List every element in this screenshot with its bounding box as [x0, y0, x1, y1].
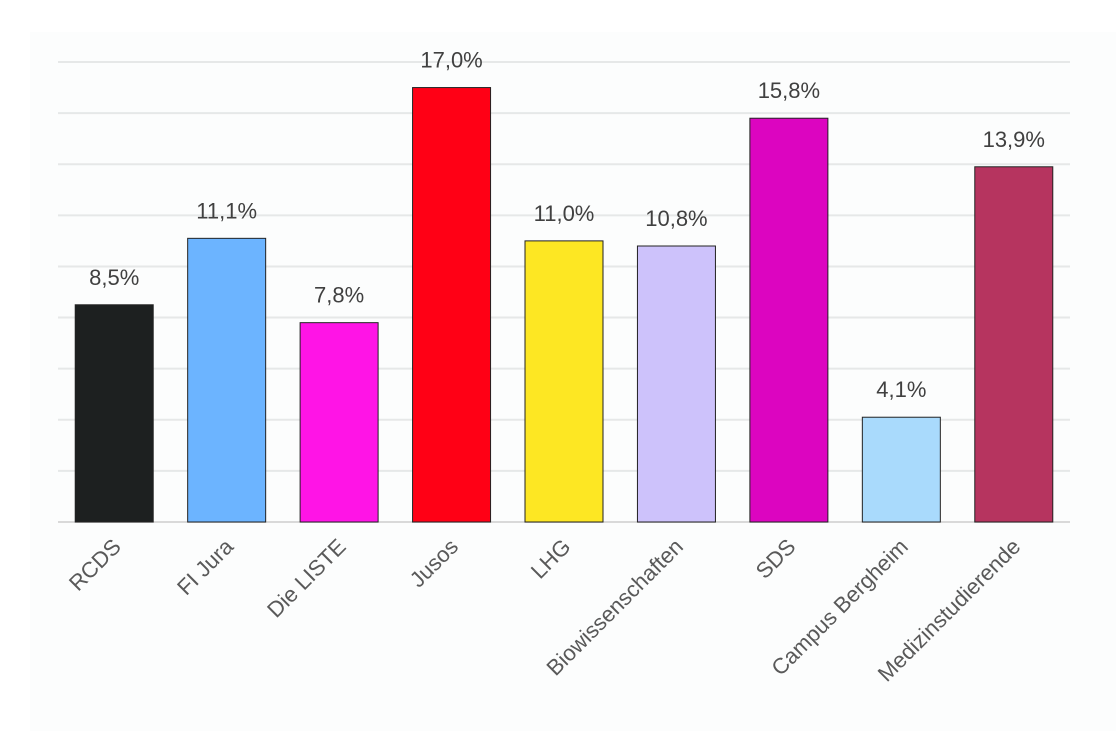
- data-label: 15,8%: [758, 78, 820, 103]
- data-label: 8,5%: [89, 265, 139, 290]
- bar: [74, 304, 154, 523]
- bar: [187, 237, 267, 523]
- data-label: 10,8%: [645, 206, 707, 231]
- data-label: 7,8%: [314, 283, 364, 308]
- data-label: 17,0%: [420, 48, 482, 73]
- bar: [636, 245, 716, 523]
- bar: [861, 416, 941, 523]
- bar: [299, 322, 379, 523]
- data-label: 11,1%: [196, 198, 257, 223]
- bar: [412, 87, 492, 523]
- bar: [749, 117, 829, 523]
- data-label: 13,9%: [983, 127, 1045, 152]
- bar: [524, 240, 604, 523]
- data-label: 11,0%: [534, 201, 595, 226]
- data-label: 4,1%: [876, 377, 926, 402]
- bar: [974, 166, 1054, 523]
